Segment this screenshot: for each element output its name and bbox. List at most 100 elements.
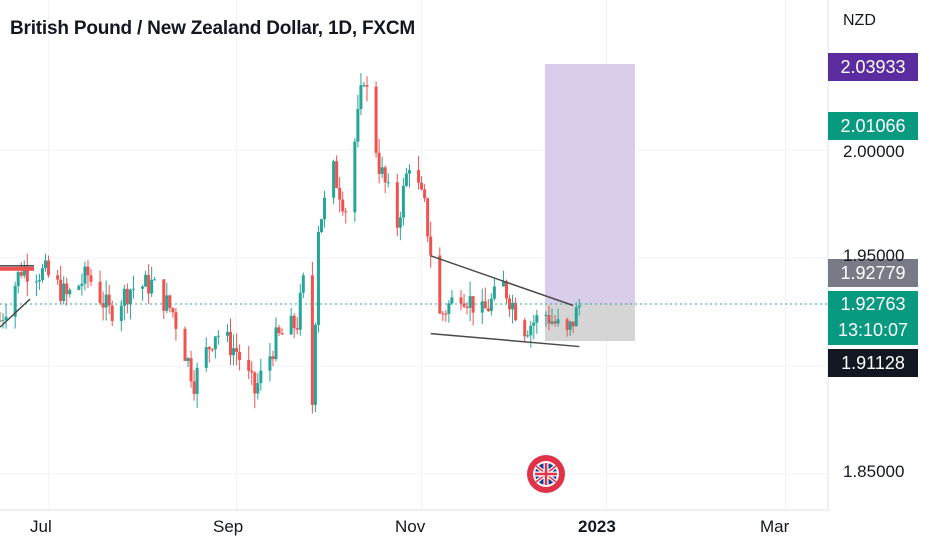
candle-body bbox=[550, 321, 554, 324]
candle-body bbox=[68, 289, 72, 295]
candle-body bbox=[535, 315, 539, 323]
y-tick-200: 2.00000 bbox=[843, 142, 905, 161]
candle-body bbox=[316, 232, 320, 325]
candle-body bbox=[426, 198, 430, 237]
last-price-tag: 1.92763 13:10:07 bbox=[828, 291, 918, 345]
candle-body bbox=[429, 236, 433, 256]
candle-body bbox=[450, 297, 454, 304]
candle-body bbox=[131, 288, 135, 290]
candle-body bbox=[147, 274, 151, 294]
candle-body bbox=[505, 281, 509, 299]
candle-body bbox=[423, 189, 427, 199]
stop-price-tag: 1.91128 bbox=[828, 349, 918, 377]
last-price-value: 1.92763 bbox=[840, 294, 906, 314]
candle-body bbox=[19, 272, 23, 276]
candle-body bbox=[335, 161, 339, 188]
candle-body bbox=[480, 301, 484, 313]
candle-body bbox=[247, 359, 251, 371]
candle-body bbox=[77, 285, 81, 290]
left-trendline bbox=[0, 298, 31, 328]
target-price-tag: 2.03933 bbox=[828, 53, 918, 81]
candle-body bbox=[250, 370, 254, 373]
candle-body bbox=[40, 268, 44, 281]
candle-body bbox=[80, 283, 84, 286]
candle-body bbox=[174, 312, 178, 329]
candle-body bbox=[144, 274, 148, 287]
candle-body bbox=[195, 367, 199, 394]
candle-body bbox=[313, 324, 317, 405]
candle-body bbox=[341, 199, 345, 212]
candle-body bbox=[34, 281, 38, 283]
candle-body bbox=[56, 275, 60, 280]
entry-price-tag: 1.92779 bbox=[828, 259, 918, 287]
candle-body bbox=[210, 349, 214, 351]
candle-body bbox=[398, 217, 402, 228]
candle-body bbox=[483, 301, 487, 309]
candle-body bbox=[150, 279, 154, 294]
candle-body bbox=[459, 297, 463, 304]
candle-body bbox=[544, 315, 548, 317]
candle-body bbox=[344, 211, 348, 213]
candle-body bbox=[43, 260, 47, 269]
candle-body bbox=[465, 306, 469, 308]
candle-body bbox=[256, 383, 260, 394]
candle-body bbox=[441, 313, 445, 315]
candle-body bbox=[86, 266, 90, 276]
candle-body bbox=[229, 332, 233, 356]
candle-body bbox=[574, 307, 578, 327]
candle-body bbox=[447, 303, 451, 314]
candle-body bbox=[89, 275, 93, 282]
candle-body bbox=[253, 372, 257, 394]
candle-body bbox=[16, 272, 20, 286]
candle-body bbox=[274, 327, 278, 360]
candle-body bbox=[110, 305, 114, 321]
level-price-tag: 2.01066 bbox=[828, 112, 918, 140]
candle-body bbox=[547, 315, 551, 324]
candle-body bbox=[523, 320, 527, 337]
candle-body bbox=[107, 294, 111, 306]
candle-body bbox=[401, 185, 405, 218]
candle-body bbox=[377, 152, 381, 174]
candle-body bbox=[526, 335, 530, 337]
candle-body bbox=[189, 358, 193, 382]
candle-body bbox=[374, 86, 378, 153]
candle-body bbox=[186, 358, 190, 361]
candle-body bbox=[192, 381, 196, 394]
candle-body bbox=[353, 141, 357, 213]
candle-body bbox=[183, 328, 187, 361]
wedge-trendline bbox=[430, 332, 580, 348]
candle-body bbox=[332, 161, 336, 198]
candle-body bbox=[13, 285, 17, 317]
candle-body bbox=[153, 279, 157, 281]
candle-body bbox=[280, 333, 284, 335]
candle-body bbox=[462, 303, 466, 307]
candle-body bbox=[37, 280, 41, 282]
candle-body bbox=[310, 275, 314, 405]
candle-body bbox=[213, 336, 217, 350]
candle-body bbox=[420, 182, 424, 190]
x-tick-mar: Mar bbox=[760, 517, 790, 536]
candle-body bbox=[323, 197, 327, 220]
left-level-marker bbox=[0, 266, 34, 271]
countdown-value: 13:10:07 bbox=[837, 320, 909, 340]
candle-body bbox=[492, 286, 496, 299]
candle-body bbox=[395, 182, 399, 228]
candle-body bbox=[417, 170, 421, 183]
candle-body bbox=[141, 286, 145, 289]
candle-body bbox=[301, 275, 305, 293]
candle-body bbox=[298, 292, 302, 330]
y-tick-185: 1.85000 bbox=[843, 462, 905, 481]
candle-body bbox=[359, 85, 363, 110]
uk-flag-icon[interactable] bbox=[527, 455, 565, 493]
candle-body bbox=[529, 325, 533, 336]
candle-body bbox=[362, 85, 366, 87]
candle-body bbox=[119, 305, 123, 321]
candles bbox=[0, 73, 581, 414]
candle-body bbox=[295, 328, 299, 330]
candle-body bbox=[207, 347, 211, 350]
candle-body bbox=[292, 315, 296, 329]
x-tick-jul: Jul bbox=[30, 517, 52, 536]
candle-body bbox=[277, 327, 281, 334]
candle-body bbox=[125, 288, 129, 305]
